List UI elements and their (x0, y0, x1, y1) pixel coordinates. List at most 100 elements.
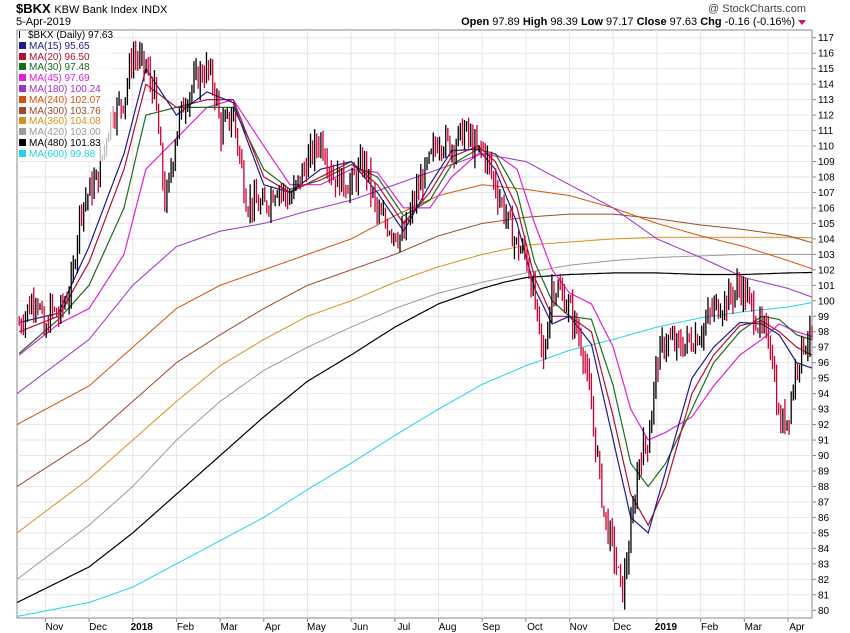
y-tick-label: 100 (818, 296, 835, 307)
low-value: 97.17 (606, 16, 634, 28)
x-tick-label: Mar (221, 622, 239, 633)
y-tick-label: 112 (818, 111, 834, 122)
ma-line-ma180 (16, 153, 813, 395)
y-tick-label: 97 (818, 343, 830, 354)
y-tick-label: 101 (818, 281, 835, 292)
y-tick-label: 113 (818, 95, 834, 106)
open-value: 97.89 (492, 16, 520, 28)
legend-item: MA(420) 103.00 (19, 127, 113, 139)
y-tick-label: 111 (818, 126, 834, 137)
legend-label: $BKX (Daily) 97.63 (28, 30, 114, 41)
legend-swatch (19, 128, 26, 136)
chart-title: $BKX KBW Bank Index INDX (16, 1, 167, 16)
high-label: High (522, 16, 548, 28)
legend-swatch (19, 31, 25, 38)
legend-swatch (19, 84, 26, 92)
chart-date: 5-Apr-2019 (16, 16, 72, 28)
x-tick-label: May (307, 622, 326, 633)
legend-item: $BKX (Daily) 97.63 (19, 30, 114, 42)
high-value: 98.39 (550, 16, 578, 28)
legend-swatch (19, 52, 26, 60)
legend-label: MA(480) 101.83 (29, 137, 101, 149)
legend-label: MA(180) 100.24 (29, 83, 101, 95)
y-tick-label: 84 (818, 544, 830, 555)
y-tick-label: 82 (818, 575, 830, 586)
x-tick-label: Jun (352, 622, 368, 633)
ma-line-ma15 (19, 67, 813, 534)
chg-value: -0.16 (-0.16%) (724, 16, 795, 28)
legend-item: MA(480) 101.83 (19, 137, 113, 150)
y-tick-label: 104 (818, 234, 835, 245)
ma-line-ma480 (16, 271, 812, 604)
y-axis: 80 81 82 83 84 85 86 87 88 89 90 91 92 93 94 95 96 97 98 99… (812, 33, 835, 617)
y-tick-label: 83 (818, 559, 830, 570)
legend-label: MA(15) 95.65 (29, 40, 90, 52)
x-tick-label: Dec (89, 622, 107, 633)
legend-swatch (19, 95, 26, 103)
ma-line-ma600 (16, 302, 813, 617)
legend-item: MA(45) 97.69 (19, 73, 113, 85)
legend-item: MA(20) 96.50 (19, 51, 113, 64)
legend-item: MA(300) 103.76 (19, 106, 113, 118)
open-label: Open (461, 16, 490, 28)
chg-label: Chg (700, 16, 722, 28)
y-tick-label: 106 (818, 203, 835, 214)
y-tick-label: 89 (818, 467, 830, 478)
x-tick-label: Feb (701, 622, 719, 633)
y-tick-label: 86 (818, 513, 830, 524)
y-tick-label: 80 (818, 606, 830, 617)
y-tick-label: 94 (818, 389, 830, 400)
y-tick-label: 117 (818, 33, 834, 44)
legend-item: MA(180) 100.24 (19, 83, 113, 96)
symbol-description: KBW Bank Index (54, 4, 138, 16)
legend-label: MA(20) 96.50 (29, 51, 90, 63)
x-tick-label: Oct (527, 622, 543, 633)
legend-label: MA(600) 99.88 (29, 148, 96, 160)
legend-swatch (19, 149, 26, 157)
gridlines (17, 30, 812, 618)
x-tick-label: Sep (482, 622, 500, 633)
legend-swatch (19, 63, 26, 71)
y-tick-label: 103 (818, 250, 835, 261)
legend-swatch (19, 74, 26, 82)
x-tick-label: Mar (745, 622, 763, 633)
y-tick-label: 107 (818, 188, 835, 199)
exchange: INDX (141, 4, 168, 16)
plot-area (16, 29, 813, 619)
y-tick-label: 109 (818, 157, 835, 168)
legend-item: MA(360) 104.08 (19, 116, 113, 128)
y-tick-label: 90 (818, 451, 830, 462)
ma-line-ma300 (16, 213, 813, 487)
y-tick-label: 98 (818, 327, 830, 338)
y-tick-label: 92 (818, 420, 830, 431)
legend: $BKX (Daily) 97.63 MA(15) 95.65 MA(20) 96.… (19, 30, 114, 161)
x-tick-label: 2018 (131, 622, 154, 633)
ma-line-ma420 (16, 253, 812, 580)
y-tick-label: 88 (818, 482, 830, 493)
moving-averages (16, 67, 813, 617)
down-triangle-icon (798, 19, 806, 25)
y-tick-label: 87 (818, 497, 830, 508)
legend-swatch (19, 106, 26, 114)
y-tick-label: 114 (818, 80, 834, 91)
credit: @ StockCharts.com (708, 3, 806, 15)
x-tick-label: Nov (570, 622, 588, 633)
legend-swatch (19, 138, 26, 146)
y-tick-label: 93 (818, 405, 830, 416)
x-tick-label: Feb (177, 622, 195, 633)
y-tick-label: 116 (818, 49, 834, 60)
legend-label: MA(30) 97.48 (29, 62, 90, 74)
x-tick-label: Apr (265, 622, 281, 633)
legend-swatch (19, 41, 26, 49)
legend-label: MA(360) 104.08 (29, 116, 101, 128)
x-tick-label: Nov (45, 622, 63, 633)
x-axis: Nov Dec 2018 Feb Mar Apr May Jun Jul Aug Sep Oct Nov… (44, 618, 805, 633)
legend-label: MA(45) 97.69 (29, 73, 90, 85)
legend-item: MA(30) 97.48 (19, 62, 113, 74)
y-tick-label: 102 (818, 265, 835, 276)
symbol: $BKX (16, 1, 51, 16)
legend-label: MA(240) 102.07 (29, 94, 101, 106)
y-tick-label: 115 (818, 64, 834, 75)
